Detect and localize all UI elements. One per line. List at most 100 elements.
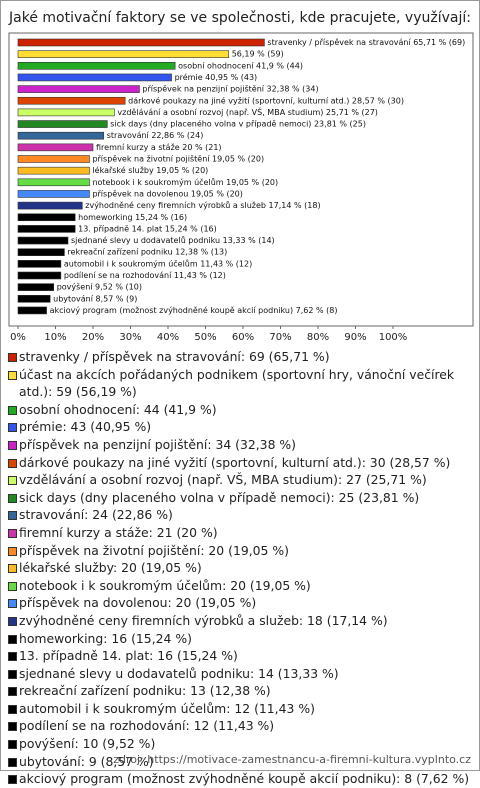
legend-label: automobil i k soukromým účelům: 12 (11,4… [19,700,315,716]
legend-item: podílení se na rozhodování: 12 (11,43 %) [7,717,473,735]
legend-label: příspěvek na životní pojištění: 20 (19,0… [19,542,289,558]
x-tick-label: 70% [269,332,291,343]
legend-label: zvýhodněné ceny firemních výrobků a služ… [19,612,388,628]
bar [17,271,62,280]
legend-item: rekreační zařízení podniku: 13 (12,38 %) [7,682,473,700]
bar-label: firemní kurzy a stáže 20 % (21) [96,143,222,152]
legend-label: účast na akcích pořádaných podnikem (spo… [19,366,455,400]
legend-item: příspěvek na penzijní pojištění: 34 (32,… [7,436,473,454]
bar [17,190,90,198]
bar-label: příspěvek na penzijní pojištění 32,38 % … [142,84,318,94]
legend-item: firemní kurzy a stáže: 21 (20 %) [7,524,473,542]
legend-item: 13. případně 14. plat: 16 (15,24 %) [7,647,473,665]
legend-item: stravování: 24 (22,86 %) [7,506,473,524]
bar [17,108,115,117]
bar [17,201,83,210]
bar [17,50,230,58]
bar [17,61,176,70]
legend-swatch [8,704,17,714]
bar-label: 13. případně 14. plat 15,24 % (16) [78,224,217,233]
legend-label: lékařské služby: 20 (19,05 %) [19,560,202,576]
bar-label: prémie 40,95 % (43) [175,72,258,82]
legend-swatch [8,775,17,785]
legend-label: stravování: 24 (22,86 %) [19,507,173,523]
legend-swatch [8,757,17,767]
bar-label: stravenky / příspěvek na stravování 65,7… [267,38,465,47]
legend-item: zvýhodněné ceny firemních výrobků a služ… [7,612,473,630]
bar-label: notebook i k soukromým účelům 19,05 % (2… [92,177,278,187]
legend-item: ubytování: 9 (8,57 %) [7,753,473,771]
x-tick-label: 30% [119,332,141,343]
legend-swatch [8,493,17,503]
legend-item: sjednané slevy u dodavatelů podniku: 14 … [7,665,473,683]
bar-label: dárkové poukazy na jiné vyžití (sportovn… [128,95,404,105]
bar-label: zvýhodněné ceny firemních výrobků a služ… [85,200,320,210]
bar-label: rekreační zařízení podniku 12,38 % (13) [67,247,227,257]
legend-label: povýšení: 10 (9,52 %) [19,736,156,752]
bar [17,225,76,233]
legend-item: notebook i k soukromým účelům: 20 (19,05… [7,577,473,595]
legend-label: sick days (dny placeného volna v případě… [19,489,420,505]
legend-item: lékařské služby: 20 (19,05 %) [7,559,473,577]
legend-label: příspěvek na dovolenou: 20 (19,05 %) [19,595,257,611]
bar [17,120,108,128]
legend-item: akciový program (možnost zvýhodněné koup… [7,770,473,788]
bar [17,213,76,222]
bar [17,236,69,245]
legend-label: rekreační zařízení podniku: 13 (12,38 %) [19,683,271,699]
legend-swatch [8,669,17,679]
bar [17,166,90,175]
bar-label: ubytování 8,57 % (9) [53,294,137,303]
bar-label: 56,19 % (59) [232,50,284,59]
x-tick-label: 50% [194,332,216,343]
legend-label: vzdělávání a osobní rozvoj (např. VŠ, MB… [19,472,427,488]
legend-label: notebook i k soukromým účelům: 20 (19,05… [19,577,311,593]
bar [17,73,172,82]
legend-label: sjednané slevy u dodavatelů podniku: 14 … [19,665,339,681]
bar [17,38,265,47]
legend-swatch [8,528,17,538]
x-tick-label: 80% [307,332,329,343]
bar-label: homeworking 15,24 % (16) [78,213,187,222]
bar [17,178,90,187]
bar-label: příspěvek na životní pojištění 19,05 % (… [92,154,264,164]
legend-item: homeworking: 16 (15,24 %) [7,630,473,648]
legend-item: vzdělávání a osobní rozvoj (např. VŠ, MB… [7,471,473,489]
legend-swatch [8,687,17,697]
bar-label: akciový program (možnost zvýhodněné koup… [50,305,338,315]
bar [17,283,55,291]
bar [17,96,126,105]
legend-swatch [8,458,17,468]
chart-title: Jaké motivační faktory se ve společnosti… [9,10,471,26]
legend-item: příspěvek na dovolenou: 20 (19,05 %) [7,594,473,612]
legend-swatch [8,370,17,380]
bar-label: osobní ohodnocení 41,9 % (44) [178,61,303,70]
bar [17,155,90,163]
x-tick-label: 60% [232,332,254,343]
legend-swatch [8,564,17,574]
bar [17,131,105,140]
bar-label: příspěvek na dovolenou 19,05 % (20) [92,189,242,198]
x-tick-label: 20% [82,332,104,343]
legend-swatch [8,546,17,556]
legend-swatch [8,423,17,433]
bar-label: podílení se na rozhodování 11,43 % (12) [64,271,226,280]
legend-swatch [8,405,17,415]
legend-label: ubytování: 9 (8,57 %) [19,753,154,769]
legend-swatch [8,440,17,450]
legend-item: povýšení: 10 (9,52 %) [7,735,473,753]
legend-label: dárkové poukazy na jiné vyžití (sportovn… [19,454,451,470]
legend-item: stravenky / příspěvek na stravování: 69 … [7,348,473,366]
bar-label: sjednané slevy u dodavatelů podniku 13,3… [71,235,275,245]
legend-label: prémie: 43 (40,95 %) [19,419,152,435]
legend-swatch [8,722,17,732]
legend-label: homeworking: 16 (15,24 %) [19,630,192,646]
bar [17,306,47,315]
chart: 0% 10% 20% 30% 40% 50% 60% 70% 80% 90% 100% straven… [8,32,474,343]
source: zdroj: https://motivace-zamestnancu-a-fi… [113,753,471,766]
x-tick-label: 10% [44,332,66,343]
legend-swatch [8,599,17,609]
legend-swatch [8,616,17,626]
legend-swatch [8,476,17,486]
legend-item: příspěvek na životní pojištění: 20 (19,0… [7,542,473,560]
